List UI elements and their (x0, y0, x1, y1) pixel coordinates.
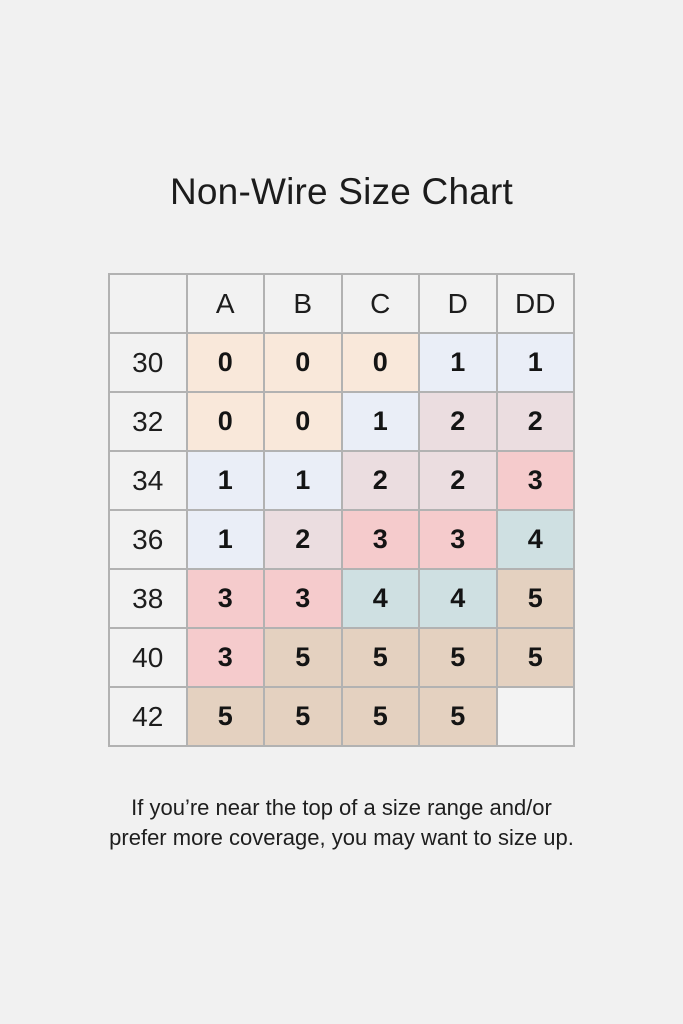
row-header-30: 30 (108, 332, 188, 393)
size-cell-42-a: 5 (185, 686, 265, 747)
table-row-30: 30 0 0 0 1 1 (108, 332, 575, 393)
sizing-note-line-1: If you’re near the top of a size range a… (131, 795, 552, 820)
size-cell-38-b: 3 (263, 568, 343, 629)
table-row-42: 42 5 5 5 5 (108, 686, 575, 747)
row-header-36: 36 (108, 509, 188, 570)
sizing-note: If you’re near the top of a size range a… (0, 793, 683, 853)
size-cell-38-d: 4 (418, 568, 498, 629)
size-cell-30-a: 0 (185, 332, 265, 393)
size-cell-34-dd: 3 (495, 450, 575, 511)
column-header-a: A (185, 273, 265, 334)
size-cell-38-c: 4 (340, 568, 420, 629)
table-row-38: 38 3 3 4 4 5 (108, 568, 575, 629)
column-header-d: D (418, 273, 498, 334)
size-cell-40-c: 5 (340, 627, 420, 688)
size-cell-32-d: 2 (418, 391, 498, 452)
size-cell-32-dd: 2 (495, 391, 575, 452)
size-cell-42-dd (495, 686, 575, 747)
size-cell-40-d: 5 (418, 627, 498, 688)
size-cell-34-d: 2 (418, 450, 498, 511)
size-cell-42-b: 5 (263, 686, 343, 747)
row-header-34: 34 (108, 450, 188, 511)
page-title: Non-Wire Size Chart (169, 171, 514, 212)
column-header-b: B (263, 273, 343, 334)
size-chart-table: A B C D DD 30 0 0 0 1 1 32 0 0 1 2 2 34 1 1 2 2 3 36 1 2 3 3 4 38 3 3 4… (108, 273, 575, 747)
size-cell-42-d: 5 (418, 686, 498, 747)
size-cell-38-a: 3 (185, 568, 265, 629)
size-cell-36-d: 3 (418, 509, 498, 570)
corner-cell (108, 273, 188, 334)
size-cell-36-a: 1 (185, 509, 265, 570)
size-cell-36-b: 2 (263, 509, 343, 570)
size-cell-34-a: 1 (185, 450, 265, 511)
size-cell-34-b: 1 (263, 450, 343, 511)
size-cell-34-c: 2 (340, 450, 420, 511)
size-cell-30-d: 1 (418, 332, 498, 393)
size-cell-36-c: 3 (340, 509, 420, 570)
table-header-row: A B C D DD (108, 273, 575, 334)
size-cell-38-dd: 5 (495, 568, 575, 629)
row-header-32: 32 (108, 391, 188, 452)
size-cell-40-a: 3 (185, 627, 265, 688)
sizing-note-line-2: prefer more coverage, you may want to si… (109, 825, 574, 850)
column-header-dd: DD (495, 273, 575, 334)
size-cell-40-dd: 5 (495, 627, 575, 688)
row-header-38: 38 (108, 568, 188, 629)
row-header-40: 40 (108, 627, 188, 688)
column-header-c: C (340, 273, 420, 334)
table-row-40: 40 3 5 5 5 5 (108, 627, 575, 688)
size-cell-32-a: 0 (185, 391, 265, 452)
table-row-32: 32 0 0 1 2 2 (108, 391, 575, 452)
size-cell-32-b: 0 (263, 391, 343, 452)
table-row-36: 36 1 2 3 3 4 (108, 509, 575, 570)
table-body: 30 0 0 0 1 1 32 0 0 1 2 2 34 1 1 2 2 3 36 1 2 3 3 4 38 3 3 4 4 5 40 3 5 5… (108, 332, 575, 747)
size-cell-30-dd: 1 (495, 332, 575, 393)
size-cell-40-b: 5 (263, 627, 343, 688)
size-cell-30-b: 0 (263, 332, 343, 393)
size-cell-36-dd: 4 (495, 509, 575, 570)
size-cell-30-c: 0 (340, 332, 420, 393)
size-cell-32-c: 1 (340, 391, 420, 452)
table-header: A B C D DD (108, 273, 575, 334)
row-header-42: 42 (108, 686, 188, 747)
table-row-34: 34 1 1 2 2 3 (108, 450, 575, 511)
size-cell-42-c: 5 (340, 686, 420, 747)
